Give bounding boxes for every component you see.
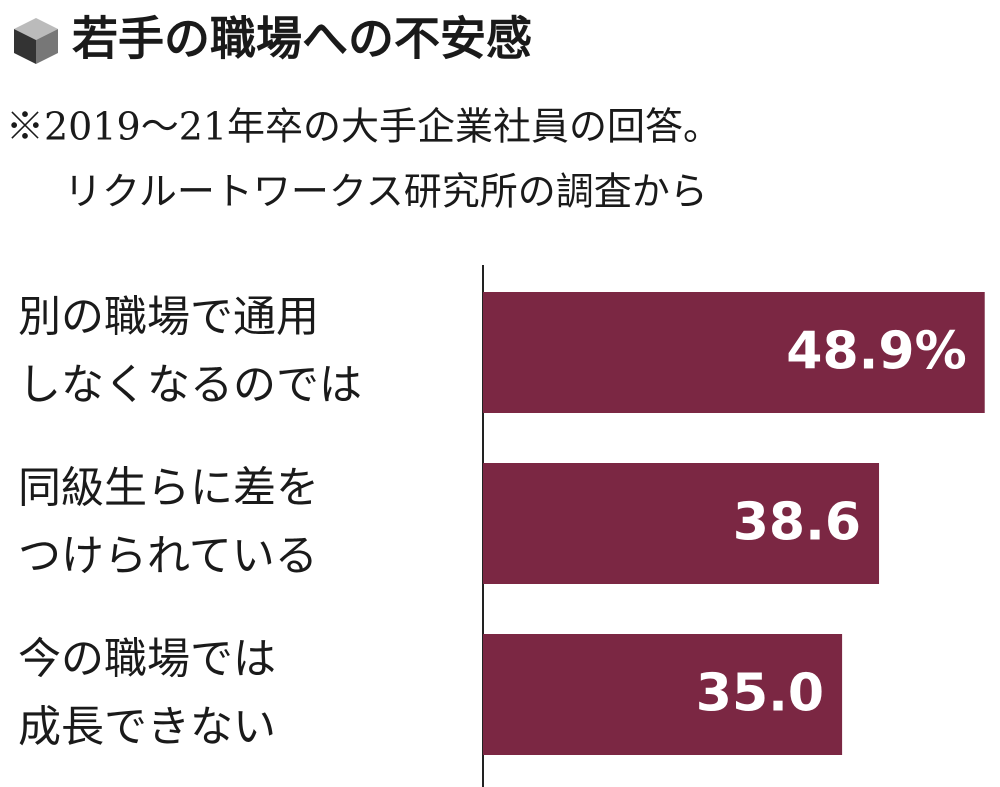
category-label: しなくなるのでは [18,361,362,411]
category-label: 今の職場では [18,635,276,685]
subtitle: リクルートワークス研究所の調査から [64,170,708,214]
title-icon [14,18,58,64]
value-label: 38.6 [733,493,861,553]
value-label: 35.0 [696,664,824,724]
subtitle: ※2019〜21年卒の大手企業社員の回答。 [6,105,721,149]
chart-title: 若手の職場への不安感 [72,12,532,66]
bar [483,292,985,413]
category-label: つけられている [18,532,318,582]
value-label: 48.9% [786,322,966,382]
category-label: 別の職場で通用 [18,293,319,343]
category-label: 同級生らに差を [18,464,319,514]
category-label: 成長できない [18,703,276,753]
bar [483,634,843,755]
bar [483,463,880,584]
